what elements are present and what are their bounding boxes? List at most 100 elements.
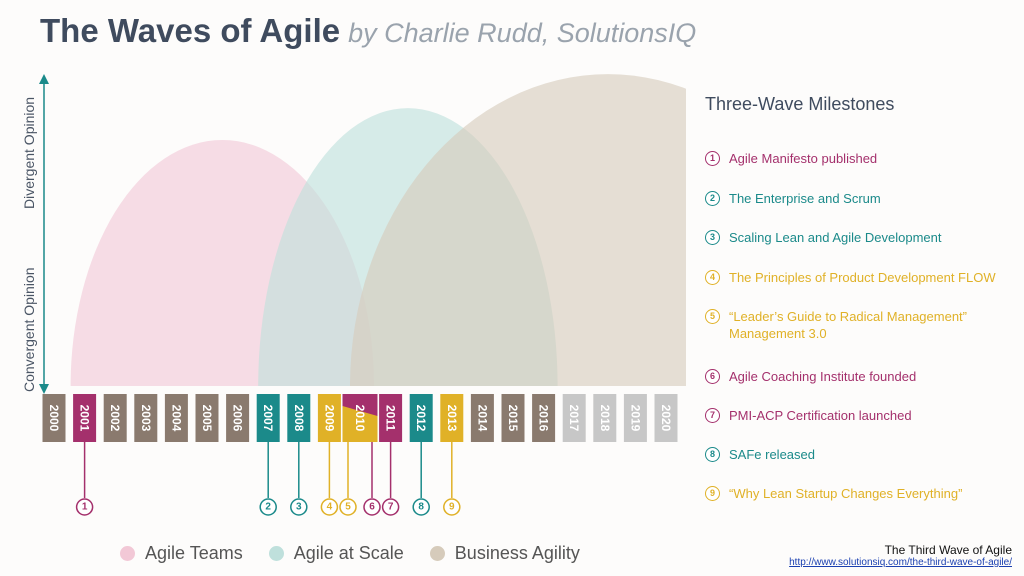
milestone-text: SAFe released [729,447,815,462]
year-label: 2006 [231,405,245,432]
year-label: 2017 [567,405,581,432]
wave-business-agility [350,74,686,386]
year-box-2016: 2016 [532,394,556,442]
milestone-marker-7: 7 [381,442,400,516]
axis-arrow-down [39,384,49,394]
year-label: 2009 [322,405,336,432]
milestone-item-2: 2 The Enterprise and Scrum [705,190,1020,207]
year-box-2000: 2000 [42,394,66,442]
year-label: 2010 [353,405,367,432]
milestone-marker-8: 8 [412,442,430,516]
year-label: 2002 [108,405,122,432]
legend-label: Agile at Scale [293,543,404,563]
milestone-text: “Leader’s Guide to Radical Management” M… [729,309,967,341]
title-byline: by Charlie Rudd, SolutionsIQ [348,18,697,48]
legend-swatch [268,546,284,561]
year-box-2003: 2003 [134,394,158,442]
year-box-2020: 2020 [654,394,678,442]
year-box-2005: 2005 [195,394,219,442]
legend-label: Business Agility [454,543,580,563]
legend-swatch [120,546,135,561]
milestone-marker-2: 2 [259,442,277,516]
milestone-marker-1: 1 [75,442,94,516]
milestone-marker-number: 7 [388,502,394,513]
year-box-2011: 2011 [379,394,403,442]
year-label: 2013 [445,405,459,432]
milestone-number-badge: 3 [705,230,720,245]
milestone-item-8: 8 SAFe released [705,446,1020,463]
milestone-marker-number: 5 [345,502,351,513]
year-label: 2007 [261,405,275,432]
year-label: 2014 [475,405,489,432]
milestone-item-5: 5 “Leader’s Guide to Radical Management” … [705,308,1020,342]
milestone-number-badge: 4 [705,270,720,285]
milestone-marker-number: 6 [369,502,375,513]
year-label: 2019 [628,405,642,432]
year-box-2001: 2001 [73,394,97,442]
page-title: The Waves of Agile by Charlie Rudd, Solut… [40,12,696,50]
milestone-number-badge: 2 [705,191,720,206]
milestone-marker-number: 3 [296,502,302,513]
milestone-number-badge: 8 [705,447,720,462]
milestone-text: The Principles of Product Development FL… [729,270,996,285]
year-box-2018: 2018 [593,394,617,442]
year-label: 2008 [292,405,306,432]
legend-item-business-agility: Business Agility [429,543,580,564]
year-box-2007: 2007 [256,394,280,442]
year-box-2002: 2002 [103,394,127,442]
year-box-2009: 2009 [317,394,341,442]
milestone-marker-5: 5 [339,442,357,516]
credit-link[interactable]: http://www.solutionsiq.com/the-third-wav… [789,557,1012,568]
year-label: 2012 [414,405,428,432]
legend-item-agile-teams: Agile Teams [120,543,243,564]
milestone-marker-number: 4 [327,502,333,513]
milestone-number-badge: 1 [705,151,720,166]
milestone-number-badge: 6 [705,369,720,384]
axis-arrow-up [39,74,49,84]
year-box-2019: 2019 [623,394,647,442]
year-label: 2000 [47,405,61,432]
milestone-item-9: 9 “Why Lean Startup Changes Everything” [705,485,1020,502]
year-label: 2020 [659,405,673,432]
milestone-item-6: 6 Agile Coaching Institute founded [705,368,1020,385]
milestones-title: Three-Wave Milestones [705,94,895,114]
year-box-2012: 2012 [409,394,433,442]
year-label: 2011 [384,405,398,431]
legend-swatch [429,546,445,561]
year-box-2008: 2008 [287,394,311,442]
milestone-number-badge: 9 [705,486,720,501]
year-box-2013: 2013 [440,394,464,442]
milestone-item-3: 3 Scaling Lean and Agile Development [705,229,1020,246]
year-label: 2005 [200,405,214,432]
milestone-marker-number: 2 [265,502,271,513]
year-box-2014: 2014 [470,394,494,442]
credit: The Third Wave of Agile http://www.solut… [789,543,1012,568]
year-label: 2003 [139,405,153,432]
milestone-number-badge: 5 [705,309,720,324]
milestone-text: Agile Manifesto published [729,151,878,166]
year-label: 2001 [78,405,92,432]
milestone-text: The Enterprise and Scrum [729,191,881,206]
milestone-marker-3: 3 [290,442,308,516]
year-label: 2004 [169,405,183,432]
milestone-item-1: 1 Agile Manifesto published [705,150,1020,167]
year-box-2006: 2006 [226,394,250,442]
year-box-2004: 2004 [164,394,188,442]
title-main: The Waves of Agile [40,12,341,49]
legend-label: Agile Teams [145,543,243,563]
milestone-item-7: 7 PMI-ACP Certification launched [705,407,1020,424]
milestone-marker-9: 9 [443,442,461,516]
milestone-marker-number: 8 [418,502,424,513]
milestone-text: “Why Lean Startup Changes Everything” [729,486,963,501]
year-box-2010: 2010 [342,394,378,442]
milestone-marker-4: 4 [320,442,339,516]
milestone-marker-number: 1 [82,502,88,513]
milestone-marker-6: 6 [363,442,381,516]
credit-title: The Third Wave of Agile [884,543,1012,557]
milestone-item-4: 4 The Principles of Product Development F… [705,269,1020,286]
legend: Agile Teams Agile at Scale Business Agilit… [120,543,606,564]
milestone-text: Scaling Lean and Agile Development [729,230,942,245]
year-label: 2016 [537,405,551,432]
